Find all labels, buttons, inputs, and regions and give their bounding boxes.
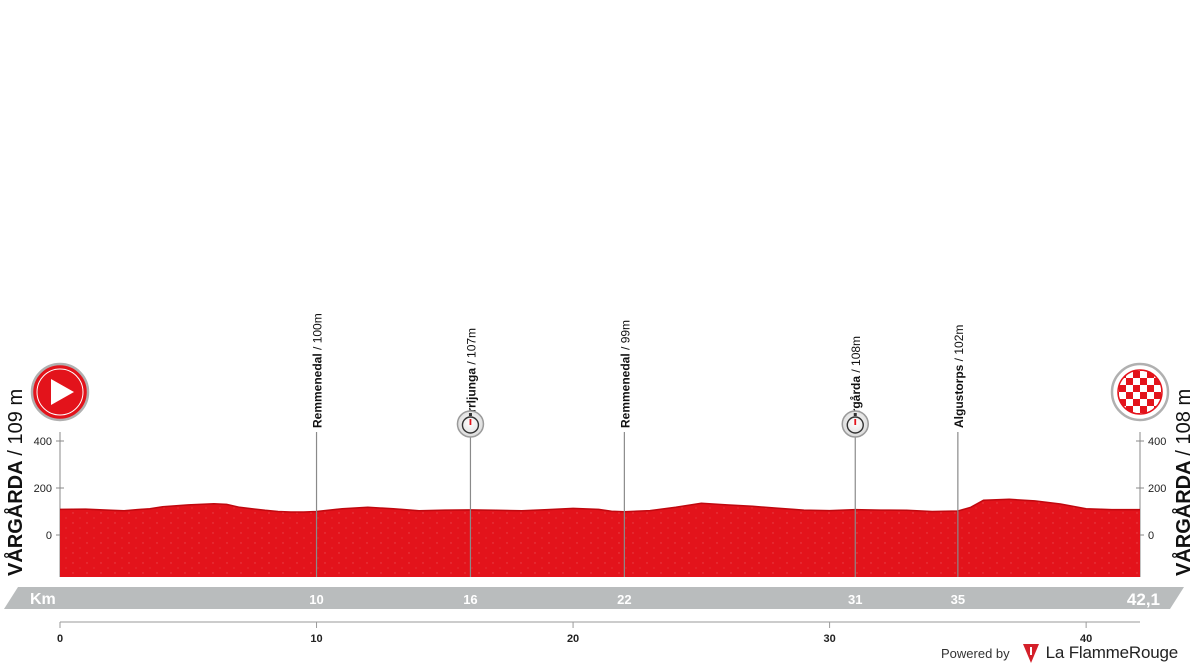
y-tick-label: 400 (1148, 436, 1166, 448)
elevation-profile (59, 498, 1140, 577)
left-elevation-axis: 0 200 400 (34, 432, 64, 577)
checker-square (1119, 385, 1126, 392)
checker-square (1140, 378, 1147, 385)
checker-square (1147, 399, 1154, 406)
checker-square (1147, 385, 1154, 392)
start-altitude: 109 m (5, 388, 27, 445)
band-km-label: 10 (309, 592, 323, 607)
stopwatch-icon (841, 410, 869, 438)
waypoint-label: Remmenedal / 100m (311, 313, 325, 428)
y-tick-label: 0 (46, 530, 52, 542)
finish-altitude: 108 m (1173, 388, 1195, 445)
finish-location-label: VÅRGÅRDA / 108 m (1173, 388, 1195, 576)
checker-square (1147, 371, 1154, 378)
band-km-label: 35 (951, 592, 965, 607)
checkered-flag-icon (1110, 362, 1170, 422)
elevation-line (59, 498, 1140, 513)
waypoint-label: Algustorps / 102m (952, 325, 966, 428)
checker-square (1154, 378, 1161, 385)
finish-town: VÅRGÅRDA (1173, 461, 1195, 576)
band-km-label: 16 (463, 592, 477, 607)
checker-square (1118, 370, 1119, 371)
checker-square (1161, 413, 1162, 414)
powered-by-label: Powered by (941, 645, 1010, 661)
checker-square (1126, 392, 1133, 399)
x-tick-label: 20 (567, 633, 579, 645)
flamme-rouge-icon (1022, 644, 1039, 663)
start-town: VÅRGÅRDA (5, 461, 27, 576)
checker-square (1140, 406, 1147, 413)
x-tick-label: 0 (57, 633, 63, 645)
x-tick-label: 40 (1080, 633, 1092, 645)
y-tick-label: 200 (1148, 483, 1166, 495)
checker-square (1126, 406, 1133, 413)
km-label: Km (30, 591, 56, 608)
checker-square (1154, 392, 1161, 399)
checker-square (1140, 392, 1147, 399)
distance-axis: 0 10 20 30 40 (57, 621, 1140, 645)
checker-square (1119, 399, 1126, 406)
credit: Powered by La FlammeRouge (941, 642, 1178, 664)
y-tick-label: 0 (1148, 530, 1154, 542)
checker-square (1133, 399, 1140, 406)
play-arrow-icon (30, 362, 90, 422)
waypoint-label: Remmenedal / 99m (618, 320, 632, 428)
brand-label: La FlammeRouge (1045, 643, 1179, 662)
y-tick-label: 400 (34, 436, 52, 448)
y-tick-label: 200 (34, 483, 52, 495)
band-km-label: 31 (848, 592, 862, 607)
stopwatch-icon (456, 410, 485, 438)
km-band: Km 42,1 10 16 22 31 35 (4, 587, 1184, 609)
checker-square (1133, 371, 1140, 378)
x-tick-label: 10 (310, 633, 322, 645)
elevation-texture (60, 499, 1140, 577)
total-distance-label: 42,1 (1127, 590, 1160, 609)
x-tick-label: 30 (823, 633, 835, 645)
checker-square (1133, 385, 1140, 392)
right-elevation-axis: 0 200 400 (1136, 432, 1166, 577)
band-km-label: 22 (617, 592, 631, 607)
checker-square (1126, 378, 1133, 385)
start-location-label: VÅRGÅRDA / 109 m (5, 388, 27, 576)
